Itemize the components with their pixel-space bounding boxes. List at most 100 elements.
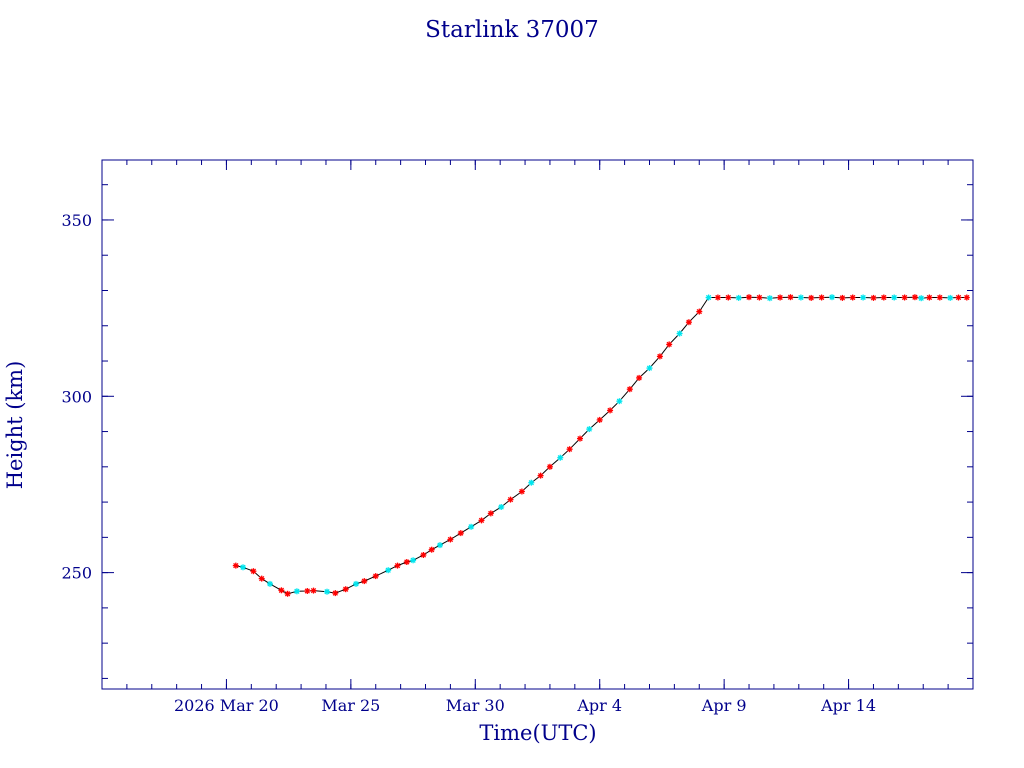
marker-stroke <box>646 365 653 371</box>
data-point-marker <box>240 564 246 571</box>
marker-stroke <box>361 578 367 584</box>
x-tick-label: Apr 4 <box>576 696 622 715</box>
data-point-marker <box>332 590 339 597</box>
data-point-marker <box>566 446 573 453</box>
data-point-marker <box>735 294 742 301</box>
marker-stroke <box>394 562 401 569</box>
data-point-marker <box>546 463 553 470</box>
marker-stroke <box>250 568 257 574</box>
marker-stroke <box>537 472 544 479</box>
marker-stroke <box>304 588 310 594</box>
marker-stroke <box>310 587 317 594</box>
marker-stroke <box>607 407 613 414</box>
marker-stroke <box>850 294 856 301</box>
marker-stroke <box>586 426 592 432</box>
marker-stroke <box>798 294 804 301</box>
data-point-marker <box>646 365 653 372</box>
x-tick-label: 2026 Mar 20 <box>174 696 279 715</box>
marker-stroke <box>860 294 866 301</box>
data-point-marker <box>696 308 703 315</box>
marker-stroke <box>881 294 887 301</box>
data-point-marker <box>963 294 970 301</box>
x-tick-label: Apr 9 <box>701 696 747 715</box>
data-point-marker <box>839 294 846 301</box>
data-point-marker <box>787 294 794 301</box>
data-point-marker <box>403 559 410 565</box>
data-point-marker <box>284 590 291 597</box>
plot-frame <box>101 159 974 690</box>
series-markers <box>232 294 970 597</box>
data-point-marker <box>766 295 773 302</box>
x-tick-label: Mar 30 <box>446 696 505 715</box>
marker-stroke <box>767 295 773 301</box>
marker-stroke <box>259 575 265 582</box>
marker-stroke <box>284 591 291 597</box>
marker-stroke <box>912 294 918 300</box>
data-point-marker <box>557 454 564 461</box>
data-point-marker <box>353 580 359 587</box>
marker-stroke <box>437 542 443 548</box>
series-line <box>235 296 967 595</box>
data-point-marker <box>232 562 239 569</box>
data-point-marker <box>537 472 544 479</box>
data-point-marker <box>457 530 464 537</box>
marker-stroke <box>715 294 721 301</box>
marker-stroke <box>705 294 712 301</box>
data-point-marker <box>250 568 257 575</box>
marker-stroke <box>353 581 359 587</box>
marker-stroke <box>566 446 573 452</box>
data-point-marker <box>310 587 317 594</box>
data-point-marker <box>808 294 815 301</box>
y-tick-label: 250 <box>61 564 92 583</box>
data-point-marker <box>577 435 583 442</box>
marker-stroke <box>891 294 897 301</box>
marker-stroke <box>818 294 825 301</box>
marker-stroke <box>686 319 692 325</box>
data-point-marker <box>947 294 954 301</box>
data-point-marker <box>880 294 887 301</box>
marker-stroke <box>528 480 534 486</box>
marker-stroke <box>343 586 349 592</box>
data-point-marker <box>586 426 593 433</box>
data-point-marker <box>528 479 535 486</box>
marker-stroke <box>547 464 553 470</box>
data-point-marker <box>304 588 311 594</box>
marker-stroke <box>507 496 514 503</box>
y-tick-label: 350 <box>61 211 92 230</box>
data-point-marker <box>918 295 925 302</box>
data-point-marker <box>596 416 603 423</box>
data-point-marker <box>926 294 933 301</box>
marker-stroke <box>332 590 338 596</box>
marker-stroke <box>373 573 379 579</box>
data-point-marker <box>705 294 712 301</box>
data-point-marker <box>385 567 392 574</box>
marker-stroke <box>278 587 285 593</box>
marker-stroke <box>808 295 814 301</box>
marker-stroke <box>901 294 908 301</box>
marker-stroke <box>240 564 246 570</box>
marker-stroke <box>498 504 504 510</box>
marker-stroke <box>324 589 330 595</box>
marker-stroke <box>657 353 663 360</box>
marker-stroke <box>918 295 924 301</box>
data-point-marker <box>656 353 663 360</box>
marker-stroke <box>519 488 525 495</box>
marker-stroke <box>964 294 970 301</box>
data-point-marker <box>911 294 918 301</box>
marker-stroke <box>870 295 877 301</box>
data-point-marker <box>293 588 300 595</box>
marker-stroke <box>597 417 603 423</box>
marker-stroke <box>777 294 783 301</box>
data-point-marker <box>870 294 877 301</box>
data-point-marker <box>676 330 683 337</box>
data-point-marker <box>777 294 784 301</box>
data-point-marker <box>447 536 454 543</box>
data-point-marker <box>342 586 349 593</box>
marker-stroke <box>736 295 742 301</box>
marker-stroke <box>294 588 300 594</box>
data-point-marker <box>361 578 368 585</box>
data-point-marker <box>428 546 435 553</box>
data-point-marker <box>518 488 525 495</box>
marker-stroke <box>233 562 239 569</box>
